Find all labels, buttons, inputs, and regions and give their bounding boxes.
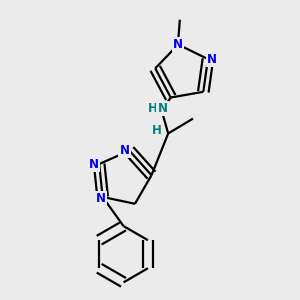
Text: H: H xyxy=(147,102,157,115)
Text: N: N xyxy=(120,146,129,156)
Text: N: N xyxy=(174,40,183,50)
Text: N: N xyxy=(207,52,217,66)
Text: N: N xyxy=(158,102,168,115)
Text: N: N xyxy=(158,102,168,115)
Text: N: N xyxy=(96,192,106,205)
Text: H: H xyxy=(152,125,161,135)
Text: N: N xyxy=(173,38,183,51)
Text: N: N xyxy=(96,194,106,204)
Text: N: N xyxy=(89,158,99,171)
Text: N: N xyxy=(119,144,129,157)
Text: N: N xyxy=(207,54,217,64)
Text: H: H xyxy=(148,103,157,114)
Text: N: N xyxy=(90,159,99,169)
Text: H: H xyxy=(152,124,162,136)
